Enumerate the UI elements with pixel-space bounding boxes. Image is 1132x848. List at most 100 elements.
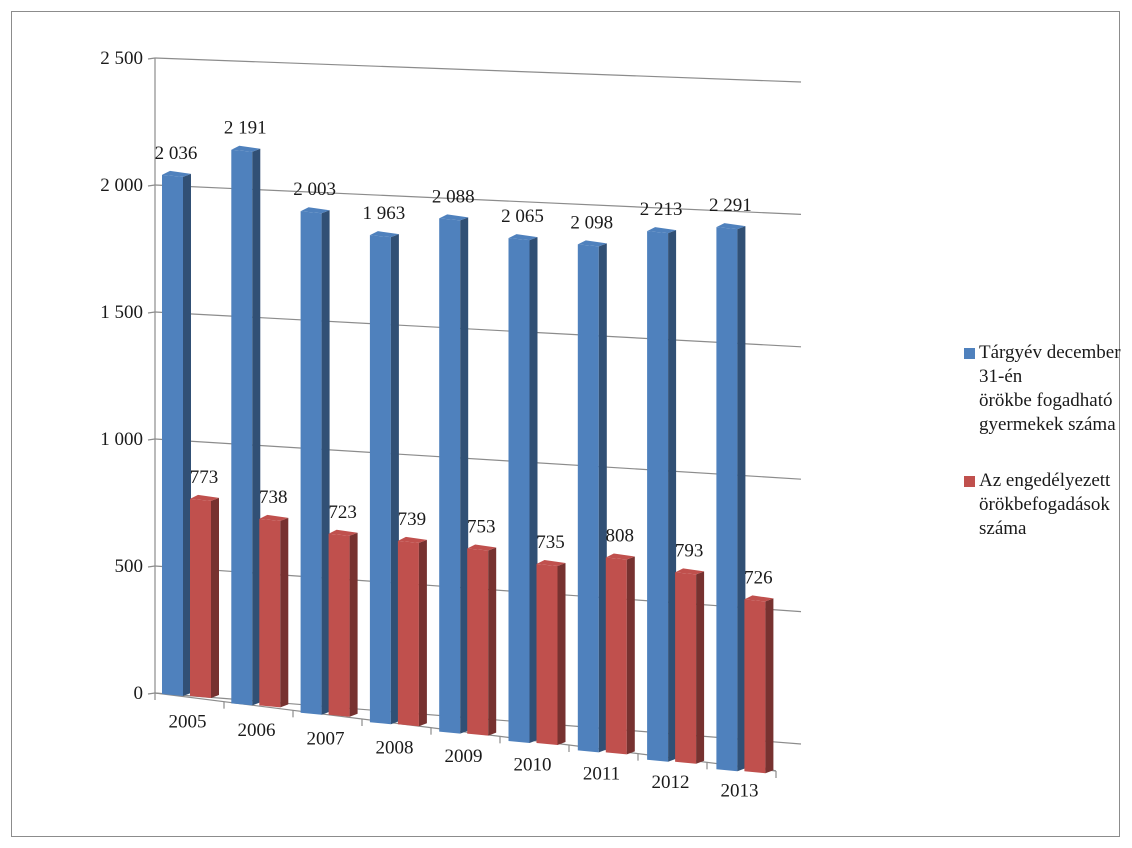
bar-series-1-2011-side (598, 243, 607, 753)
bar-series-1-2008 (369, 231, 399, 725)
y-tick-label-500: 500 (115, 556, 144, 577)
data-label-series-1-2006: 2 191 (224, 118, 267, 139)
bar-series-1-2010-front (508, 238, 530, 744)
bar-series-2-2005 (190, 494, 219, 698)
legend-item-series-1: Tárgyév december 31-én örökbe fogadható … (964, 341, 1128, 437)
gridline-2000 (154, 184, 802, 215)
bar-series-2-2010-top (536, 560, 566, 567)
y-tick-0 (147, 692, 156, 695)
bar-series-1-2011-top (577, 240, 607, 247)
bar-series-2-2010-side (557, 563, 566, 745)
bar-series-1-2009-front (439, 218, 461, 734)
bar-series-2-2011-side (626, 556, 635, 755)
gridline-1500 (154, 311, 802, 348)
bar-series-1-2009-top (439, 214, 469, 221)
bar-series-2-2011-top (605, 553, 635, 560)
y-tick-500 (147, 565, 156, 568)
bar-series-2-2007 (328, 529, 358, 717)
bar-series-2-2006-side (280, 517, 289, 708)
bar-series-2-2007-top (328, 529, 358, 536)
bar-series-2-2007-front (328, 533, 350, 717)
x-tick-label-2010: 2010 (514, 755, 552, 776)
bar-series-1-2013-top (716, 223, 746, 230)
bar-series-2-2013-front (744, 599, 766, 774)
x-tick-label-2011: 2011 (583, 763, 620, 784)
bar-series-2-2012 (675, 568, 705, 764)
bar-series-2-2009-top (467, 544, 497, 551)
bar-series-2-2010-front (536, 564, 558, 745)
bar-series-2-2008-front (397, 540, 419, 727)
data-label-series-2-2007: 723 (328, 502, 357, 523)
x-tick-label-2009: 2009 (445, 746, 483, 767)
y-tick-label-2500: 2 500 (100, 48, 143, 69)
bar-series-2-2009-front (467, 548, 489, 736)
data-label-series-1-2010: 2 065 (501, 206, 544, 227)
y-tick-1000 (147, 438, 156, 441)
bar-series-1-2012 (647, 227, 677, 762)
bar-series-1-2008-top (369, 231, 399, 238)
bar-series-2-2005-front (190, 498, 211, 698)
x-tick-label-2005: 2005 (169, 711, 207, 732)
bar-series-2-2013-top (744, 595, 774, 602)
legend: Tárgyév december 31-én örökbe fogadható … (964, 341, 1128, 573)
bar-series-1-2009 (439, 214, 469, 734)
bar-series-2-2009 (467, 544, 497, 736)
bar-series-2-2011-front (605, 557, 627, 755)
bar-series-1-2013 (716, 223, 746, 772)
y-tick-2000 (147, 184, 156, 187)
legend-label-series-2-line-2: örökbefogadások száma (979, 494, 1110, 539)
bar-series-1-2006-top (231, 145, 261, 152)
bar-series-2-2012-front (675, 572, 697, 764)
data-label-series-2-2011: 808 (606, 526, 635, 547)
bar-series-1-2008-front (369, 235, 391, 725)
legend-swatch-series-2 (964, 476, 975, 487)
bar-series-1-2007 (300, 207, 330, 715)
bar-series-1-2012-front (647, 231, 669, 762)
data-label-series-2-2005: 773 (190, 467, 219, 488)
y-tick-2500 (147, 57, 156, 60)
data-label-series-1-2005: 2 036 (155, 143, 198, 164)
bar-series-1-2010 (508, 234, 538, 744)
data-label-series-2-2010: 735 (536, 532, 565, 553)
bar-series-2-2008-side (418, 539, 427, 727)
data-label-series-2-2013: 726 (744, 567, 773, 588)
bar-series-2-2007-side (349, 532, 358, 717)
bar-series-2-2012-side (696, 571, 705, 764)
data-label-series-2-2008: 739 (398, 509, 427, 530)
side-wall (135, 54, 155, 693)
bar-series-1-2006 (231, 145, 261, 706)
y-tick-label-2000: 2 000 (100, 175, 143, 196)
legend-swatch-series-1 (964, 348, 975, 359)
bar-series-2-2009-side (488, 547, 497, 736)
data-label-series-1-2009: 2 088 (432, 186, 475, 207)
bar-series-1-2012-side (668, 230, 677, 762)
data-label-series-2-2012: 793 (675, 540, 704, 561)
bar-series-1-2008-side (390, 234, 399, 725)
bar-series-1-2005-side (183, 173, 191, 696)
legend-label-series-2-line-1: Az engedélyezett (979, 470, 1111, 491)
bar-series-2-2013 (744, 595, 774, 774)
bar-series-1-2010-side (529, 237, 538, 744)
data-label-series-1-2012: 2 213 (640, 199, 683, 220)
y-tick-label-1500: 1 500 (100, 302, 143, 323)
bar-series-2-2006-front (259, 518, 281, 708)
legend-label-series-1-line-3: gyermekek száma (979, 414, 1116, 435)
gridline-2500 (154, 57, 802, 83)
bar-series-2-2010 (536, 560, 566, 745)
bar-series-1-2007-side (321, 210, 330, 715)
legend-label-series-1-line-1: Tárgyév december 31-én (979, 342, 1121, 387)
bar-series-1-2013-side (737, 226, 746, 772)
y-tick-1500 (147, 311, 156, 314)
bar-series-2-2008-top (397, 536, 427, 543)
bar-series-1-2006-side (252, 148, 261, 706)
gridline-1000 (154, 438, 802, 480)
x-tick-label-2006: 2006 (238, 720, 276, 741)
y-tick-label-1000: 1 000 (100, 429, 143, 450)
bar-series-1-2009-side (460, 217, 469, 734)
bar-series-2-2012-top (675, 568, 705, 575)
bar-series-1-2007-top (300, 207, 330, 214)
bar-series-2-2006-top (259, 514, 289, 521)
legend-item-series-2: Az engedélyezett örökbefogadások száma (964, 469, 1128, 541)
bar-series-2-2008 (397, 536, 427, 727)
